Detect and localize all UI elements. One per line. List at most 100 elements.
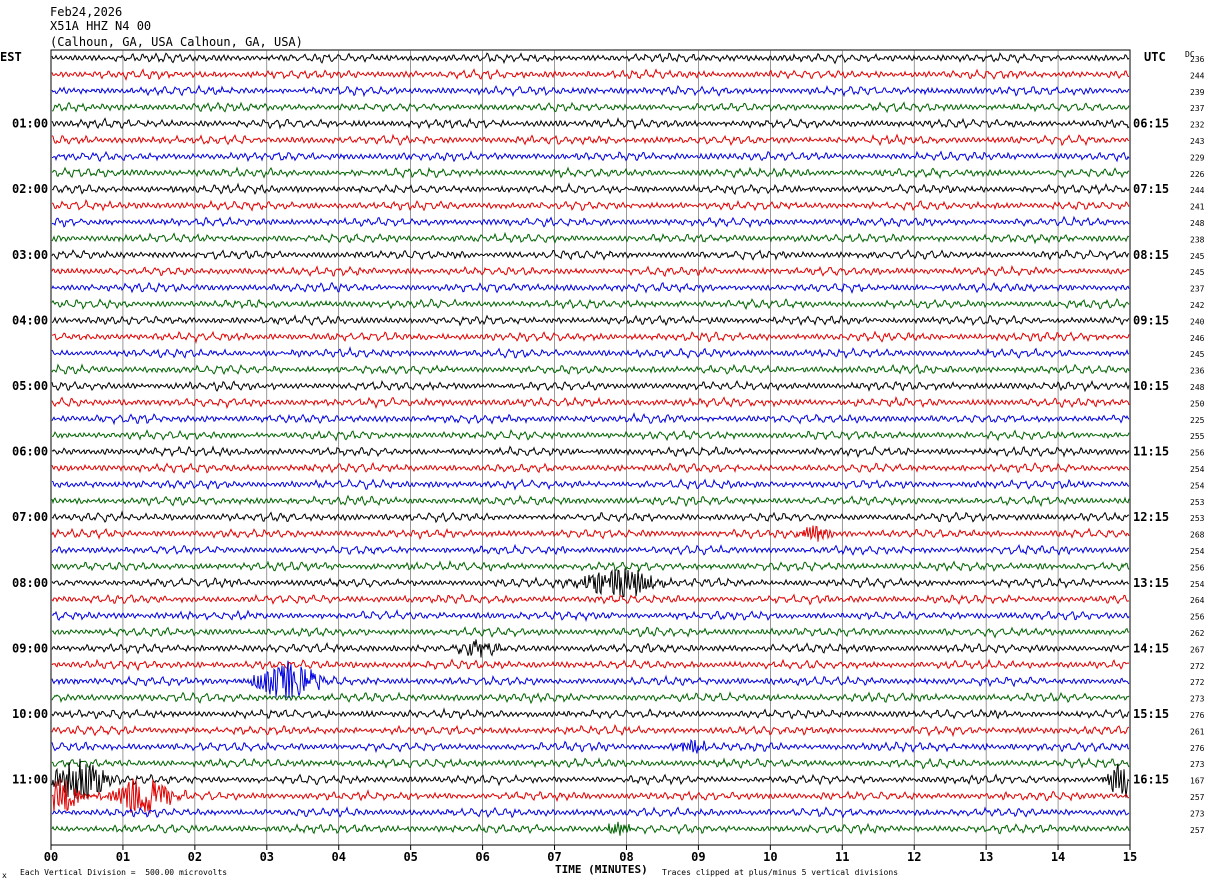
dc-offset-label: 255	[1190, 432, 1205, 441]
dc-offset-label: 245	[1190, 252, 1205, 261]
dc-offset-label: 248	[1190, 383, 1205, 392]
left-hour-label: 09:00	[12, 641, 48, 655]
trace-line	[51, 758, 1130, 799]
x-tick-label: 03	[260, 850, 274, 864]
header-date: Feb24,2026	[50, 5, 123, 19]
trace-line	[51, 691, 1130, 705]
seismogram-traces	[51, 52, 1130, 836]
right-hour-label: 09:15	[1133, 313, 1169, 327]
trace-line	[51, 281, 1130, 294]
left-hour-label: 05:00	[12, 379, 48, 393]
trace-line	[51, 568, 1130, 598]
trace-line	[51, 249, 1130, 261]
dc-offset-label: 264	[1190, 596, 1205, 605]
dc-offset-label: 245	[1190, 268, 1205, 277]
right-hour-label: 11:15	[1133, 445, 1169, 459]
trace-line	[51, 84, 1130, 98]
trace-line	[51, 559, 1130, 573]
dc-offset-label: 257	[1190, 826, 1205, 835]
trace-line	[51, 608, 1130, 623]
dc-offset-label: 256	[1190, 613, 1205, 622]
trace-line	[51, 658, 1130, 672]
dc-offset-label: 262	[1190, 629, 1205, 638]
trace-line	[51, 723, 1130, 738]
dc-offset-label: 273	[1190, 809, 1205, 818]
trace-line	[51, 231, 1130, 245]
x-tick-label: 09	[691, 850, 705, 864]
left-hour-label: 06:00	[12, 445, 48, 459]
right-hour-label: 07:15	[1133, 182, 1169, 196]
left-timezone-label: EST	[0, 50, 22, 64]
dc-offset-label: 253	[1190, 514, 1205, 523]
dc-offset-label: 241	[1190, 203, 1205, 212]
x-tick-label: 01	[116, 850, 130, 864]
dc-offset-label: 276	[1190, 744, 1205, 753]
dc-offset-label: 229	[1190, 153, 1205, 162]
dc-column-label: DC	[1185, 50, 1195, 59]
x-tick-label: 11	[835, 850, 849, 864]
trace-line	[51, 198, 1130, 212]
dc-offset-label: 253	[1190, 498, 1205, 507]
left-hour-label: 08:00	[12, 576, 48, 590]
x-tick-label: 14	[1051, 850, 1065, 864]
trace-line	[51, 543, 1129, 556]
trace-line	[51, 738, 1130, 754]
trace-line	[51, 346, 1130, 359]
trace-line	[51, 821, 1130, 836]
dc-offset-label: 237	[1190, 104, 1205, 113]
trace-line	[51, 494, 1130, 508]
dc-offset-label: 256	[1190, 563, 1205, 572]
x-tick-label: 05	[403, 850, 417, 864]
dc-offset-label: 236	[1190, 55, 1205, 64]
trace-line	[51, 68, 1130, 81]
trace-line	[51, 428, 1130, 442]
left-hour-label: 10:00	[12, 707, 48, 721]
dc-offset-label: 268	[1190, 531, 1205, 540]
right-hour-label: 15:15	[1133, 707, 1169, 721]
dc-offset-label: 254	[1190, 465, 1205, 474]
dc-offset-label: 272	[1190, 678, 1205, 687]
dc-offset-label: 254	[1190, 481, 1205, 490]
right-hour-label: 06:15	[1133, 117, 1169, 131]
dc-offset-label: 248	[1190, 219, 1205, 228]
dc-offset-label: 244	[1190, 186, 1205, 195]
dc-offset-label: 232	[1190, 121, 1205, 130]
plot-frame	[50, 49, 1131, 846]
x-tick-label: 10	[763, 850, 777, 864]
left-hour-label: 07:00	[12, 510, 48, 524]
trace-line	[51, 101, 1130, 114]
left-hour-label: 04:00	[12, 313, 48, 327]
dc-offset-label: 239	[1190, 88, 1205, 97]
trace-line	[51, 445, 1130, 458]
x-tick-label: 13	[979, 850, 993, 864]
trace-line	[51, 133, 1130, 147]
trace-line	[51, 264, 1130, 277]
trace-line	[51, 363, 1130, 376]
dc-offset-label: 226	[1190, 170, 1205, 179]
dc-offset-label: 238	[1190, 235, 1205, 244]
trace-line	[51, 412, 1130, 426]
dc-offset-label: 246	[1190, 334, 1205, 343]
trace-line	[51, 182, 1130, 196]
left-hour-label: 02:00	[12, 182, 48, 196]
right-timezone-label: UTC	[1144, 50, 1166, 64]
right-hour-label: 12:15	[1133, 510, 1169, 524]
trace-line	[51, 379, 1130, 393]
x-tick-label: 12	[907, 850, 921, 864]
left-hour-label: 11:00	[12, 773, 48, 787]
trace-line	[51, 150, 1130, 163]
trace-line	[51, 462, 1130, 474]
header-station: X51A HHZ N4 00	[50, 19, 152, 33]
dc-offset-label: 245	[1190, 350, 1205, 359]
trace-line	[51, 626, 1130, 639]
axis-labels: 00 01 02 03 04 05 06 07 08 09 10 11 12 13 14 15 236 244 23…	[0, 50, 1205, 864]
dc-offset-label: 242	[1190, 301, 1205, 310]
x-tick-label: 06	[475, 850, 489, 864]
dc-offset-label: 167	[1190, 777, 1205, 786]
right-hour-label: 13:15	[1133, 576, 1169, 590]
left-hour-label: 01:00	[12, 117, 48, 131]
trace-line	[51, 297, 1130, 310]
dc-offset-label: 237	[1190, 285, 1205, 294]
scale-note: Each Vertical Division = 500.00 microvol…	[20, 868, 228, 877]
